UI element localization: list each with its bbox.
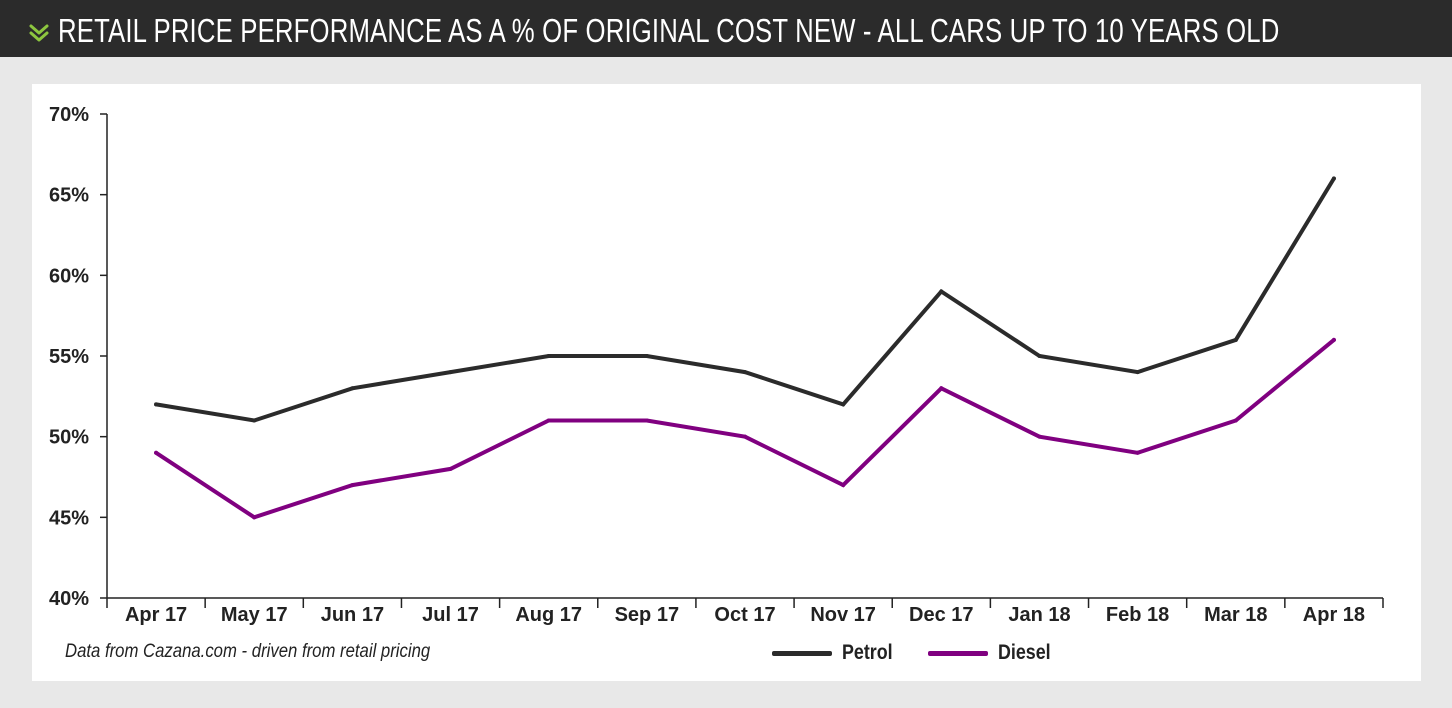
line-chart: 40% 45% 50% 55% 60% 65% 70% Apr 17 May 17 Jun 17 J… xyxy=(49,104,1384,626)
data-point-diesel xyxy=(1135,450,1140,455)
data-point-petrol xyxy=(252,418,257,423)
data-point-petrol xyxy=(1037,354,1042,358)
data-point-diesel xyxy=(1233,418,1238,423)
data-point-diesel xyxy=(1037,434,1042,439)
data-point-petrol xyxy=(154,402,159,407)
x-tick-label: Dec 17 xyxy=(909,604,974,626)
source-note: Data from Cazana.com - driven from retai… xyxy=(65,641,431,662)
x-tick-label: Mar 18 xyxy=(1204,604,1267,626)
data-point-petrol xyxy=(1233,337,1238,342)
x-tick-label: Jan 18 xyxy=(1008,604,1070,626)
data-point-petrol xyxy=(546,354,551,358)
x-tick-label: Jul 17 xyxy=(422,604,479,626)
chart-legend: Petrol Diesel xyxy=(772,639,1085,667)
data-point-diesel xyxy=(546,418,551,423)
y-tick-label: 60% xyxy=(49,265,89,287)
data-point-petrol xyxy=(644,354,649,358)
chart-header: RETAIL PRICE PERFORMANCE AS A % OF ORIGI… xyxy=(0,0,1452,57)
legend-swatch-diesel xyxy=(927,650,988,656)
chart-title: RETAIL PRICE PERFORMANCE AS A % OF ORIGI… xyxy=(58,12,1280,49)
y-tick-label: 55% xyxy=(49,346,89,368)
series-line-petrol xyxy=(154,176,1336,423)
x-tick-label: Sep 17 xyxy=(615,604,679,626)
x-tick-label: May 17 xyxy=(221,604,288,626)
data-point-petrol xyxy=(841,402,846,407)
x-tick-label: Oct 17 xyxy=(714,604,775,626)
data-point-petrol xyxy=(939,289,944,294)
legend-label-diesel: Diesel xyxy=(997,641,1051,664)
data-point-diesel xyxy=(939,386,944,391)
x-tick-label: Nov 17 xyxy=(810,604,876,626)
data-point-diesel xyxy=(644,418,649,423)
x-tick-label: Apr 18 xyxy=(1303,604,1365,626)
data-point-diesel xyxy=(154,450,159,455)
data-point-diesel xyxy=(448,466,453,471)
x-tick-label: Aug 17 xyxy=(515,604,582,626)
data-point-petrol xyxy=(350,386,355,391)
data-point-petrol xyxy=(448,370,453,375)
legend-item-diesel: Diesel xyxy=(927,641,1060,665)
data-point-diesel xyxy=(252,515,257,520)
legend-label-petrol: Petrol xyxy=(842,641,893,664)
x-tick-label: Apr 17 xyxy=(125,604,187,626)
data-point-petrol xyxy=(743,370,747,375)
double-chevron-down-icon xyxy=(29,24,49,42)
chart-panel: 40% 45% 50% 55% 60% 65% 70% Apr 17 May 17 Jun 17 J… xyxy=(32,84,1421,681)
data-point-diesel xyxy=(1331,337,1336,342)
data-point-diesel xyxy=(841,483,846,488)
data-point-petrol xyxy=(1135,370,1140,375)
y-tick-label: 50% xyxy=(49,427,89,449)
data-point-petrol xyxy=(1331,176,1336,181)
legend-item-petrol: Petrol xyxy=(772,641,902,665)
x-tick-label: Feb 18 xyxy=(1106,604,1169,626)
y-tick-label: 40% xyxy=(49,588,89,610)
data-point-diesel xyxy=(350,483,355,488)
y-tick-label: 45% xyxy=(49,507,89,529)
data-point-diesel xyxy=(743,434,747,439)
x-tick-label: Jun 17 xyxy=(321,604,384,626)
y-tick-label: 70% xyxy=(49,104,89,126)
y-tick-label: 65% xyxy=(49,185,89,207)
legend-swatch-petrol xyxy=(772,650,832,656)
